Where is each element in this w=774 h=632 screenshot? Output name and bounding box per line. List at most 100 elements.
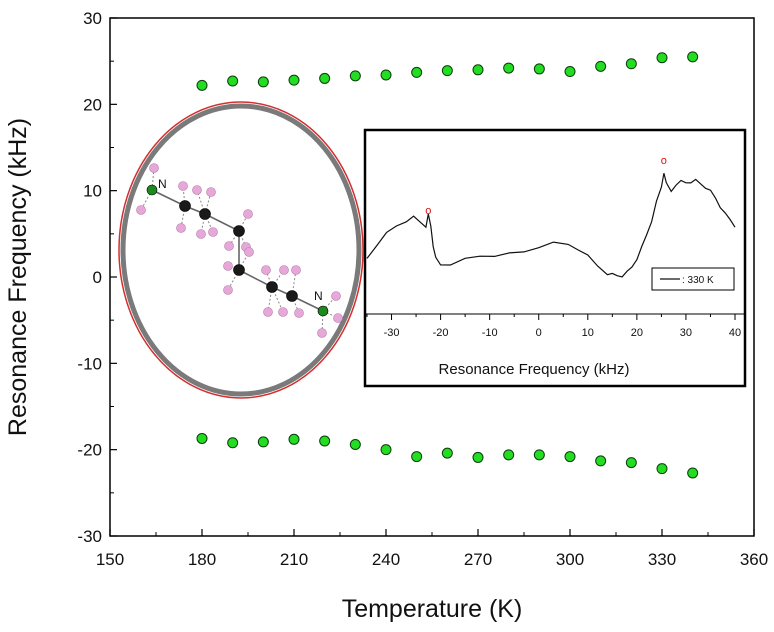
hydrogen-atom	[261, 265, 271, 275]
molecule-inset: N N	[118, 101, 364, 399]
hydrogen-bond	[238, 230, 247, 248]
hydrogen-atom	[196, 229, 206, 239]
data-point-lower	[196, 432, 208, 444]
data-point-upper	[411, 66, 423, 78]
inset-x-tick-label: 10	[582, 327, 594, 339]
data-point-lower	[687, 467, 699, 479]
hydrogen-atom	[208, 227, 218, 237]
hydrogen-atom	[279, 265, 289, 275]
hydrogen-atom	[263, 307, 273, 317]
bond	[238, 269, 273, 288]
data-point-upper	[441, 65, 453, 77]
legend-box	[651, 267, 735, 291]
data-point-lower	[288, 433, 300, 445]
main-points	[196, 51, 699, 479]
molecule-frame-red	[118, 101, 364, 399]
data-point-upper	[503, 62, 515, 74]
nitrogen-atom	[146, 184, 158, 196]
hydrogen-atom	[223, 261, 233, 271]
data-point-upper	[625, 58, 637, 70]
spectrum-legend: : 330 K	[651, 267, 735, 291]
y-tick-label: 20	[83, 95, 102, 114]
y-tick-label: -20	[77, 441, 102, 460]
atom-label-n-top: N	[158, 177, 167, 191]
inset-x-tick-label: 30	[680, 327, 692, 339]
carbon-atom	[233, 225, 245, 237]
legend-label: : 330 K	[682, 275, 714, 286]
data-point-lower	[564, 451, 576, 463]
data-point-lower	[349, 438, 361, 450]
x-tick-label: 150	[96, 550, 124, 569]
y-axis-title: Resonance Frequency (kHz)	[4, 118, 32, 436]
data-point-upper	[656, 52, 668, 64]
peak-marker-left: o	[425, 205, 431, 217]
data-point-lower	[595, 455, 607, 467]
y-tick-label: 0	[93, 268, 102, 287]
hydrogen-atom	[223, 285, 233, 295]
hydrogen-atom	[192, 185, 202, 195]
carbon-atom	[199, 208, 211, 220]
y-tick-label: 30	[83, 9, 102, 28]
data-point-upper	[472, 64, 484, 76]
hydrogen-atom	[224, 241, 234, 251]
carbon-atom	[266, 281, 278, 293]
data-point-upper	[196, 79, 208, 91]
x-tick-label: 270	[464, 550, 492, 569]
nitrogen-atom	[317, 305, 329, 317]
data-point-lower	[319, 435, 331, 447]
hydrogen-atom	[243, 209, 253, 219]
hydrogen-atom	[331, 291, 341, 301]
x-tick-label: 360	[740, 550, 768, 569]
hydrogen-atom	[178, 181, 188, 191]
x-tick-label: 180	[188, 550, 216, 569]
inset-x-axis-title: Resonance Frequency (kHz)	[439, 361, 630, 378]
data-point-upper	[319, 72, 331, 84]
data-point-upper	[564, 66, 576, 78]
peak-marker-right: o	[661, 155, 667, 167]
hydrogen-atom	[333, 313, 343, 323]
data-point-lower	[625, 457, 637, 469]
x-tick-label: 240	[372, 550, 400, 569]
data-point-lower	[380, 444, 392, 456]
y-tick-label: 10	[83, 182, 102, 201]
data-point-upper	[288, 74, 300, 86]
hydrogen-atom	[176, 223, 186, 233]
hydrogen-atom	[149, 163, 159, 173]
carbon-atom	[233, 264, 245, 276]
data-point-lower	[533, 449, 545, 461]
hydrogen-atom	[206, 187, 216, 197]
data-point-lower	[656, 463, 668, 475]
inset-x-tick-label: 20	[631, 327, 643, 339]
data-point-upper	[257, 76, 269, 88]
spectrum-frame	[363, 128, 747, 388]
y-tick-label: -10	[77, 354, 102, 373]
hydrogen-atom	[278, 307, 288, 317]
carbon-atom	[179, 200, 191, 212]
data-point-upper	[595, 60, 607, 72]
bond	[151, 189, 186, 207]
molecule-atoms	[136, 163, 343, 338]
data-point-lower	[411, 451, 423, 463]
inset-x-tick-label: 0	[536, 327, 542, 339]
y-tick-label: -30	[77, 527, 102, 546]
molecule-frame	[120, 103, 362, 397]
data-point-upper	[349, 70, 361, 82]
hydrogen-atom	[317, 328, 327, 338]
carbon-atom	[286, 290, 298, 302]
atom-label-n-bottom: N	[314, 289, 323, 303]
x-tick-label: 210	[280, 550, 308, 569]
inset-x-tick-label: -20	[433, 327, 449, 339]
hydrogen-bond	[265, 269, 273, 288]
data-point-upper	[380, 69, 392, 81]
x-tick-label: 330	[648, 550, 676, 569]
hydrogen-atom	[294, 308, 304, 318]
hydrogen-bond	[291, 295, 300, 314]
inset-ticks: -30 -20 -10 0 10 20 30 40	[365, 313, 745, 339]
hydrogen-bond	[228, 230, 240, 247]
main-plot: 150 180 210 240 270 300 330 3603020100-10-20-30…	[4, 9, 768, 623]
hydrogen-atom	[244, 247, 254, 257]
data-point-upper	[533, 63, 545, 75]
inset-x-tick-label: -30	[384, 327, 400, 339]
hydrogen-atom	[291, 265, 301, 275]
